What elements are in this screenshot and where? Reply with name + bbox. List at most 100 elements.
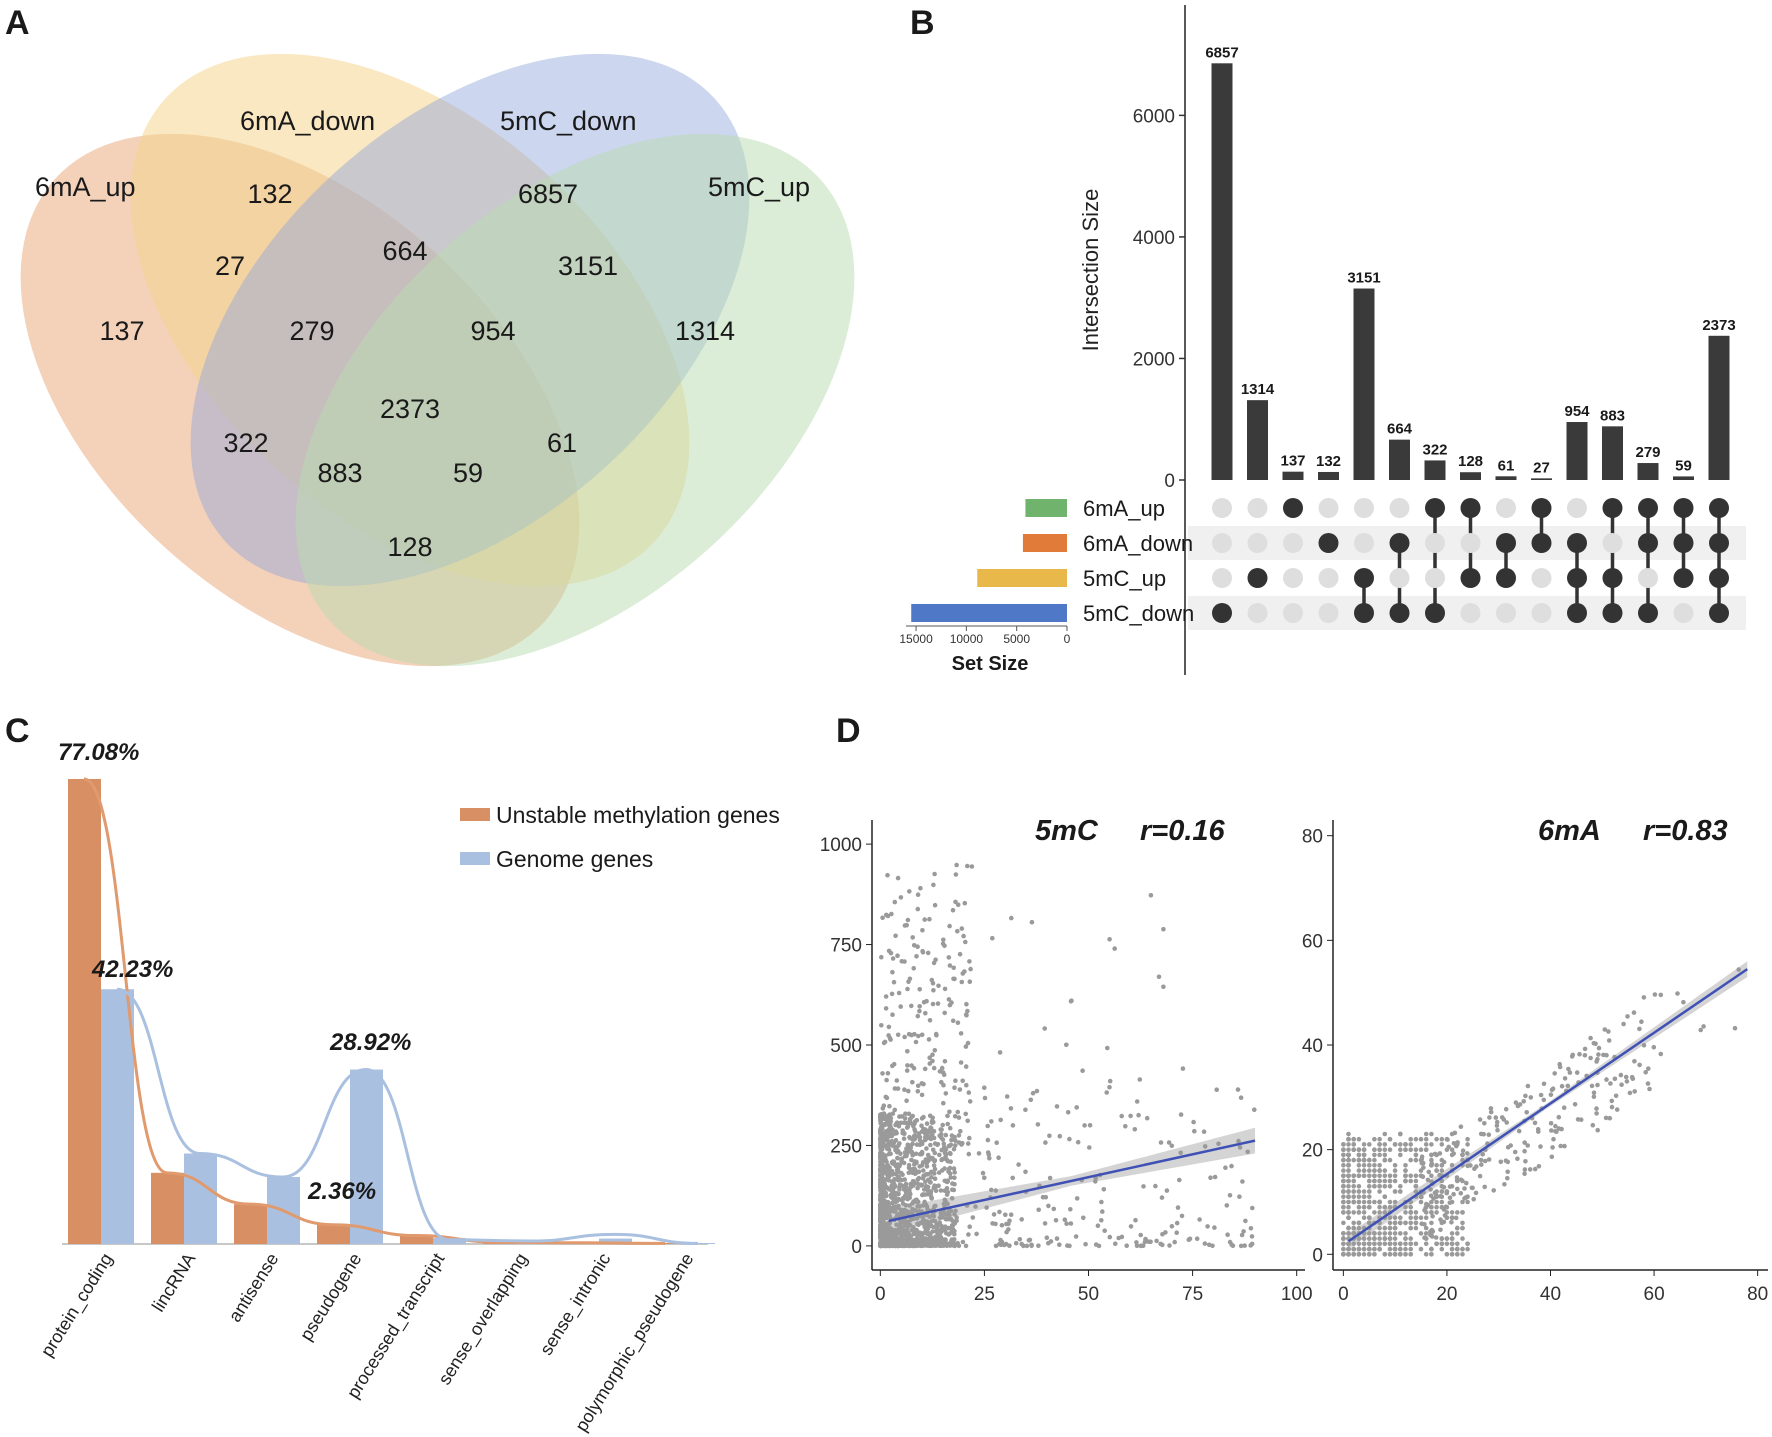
scatter-point [1567,1070,1573,1075]
scatter-point [1591,1040,1597,1046]
scatter-point [945,1121,950,1127]
scatter-point [1423,1215,1429,1220]
scatter-point [1356,1210,1362,1215]
scatter-point [969,864,975,869]
scatter-point [1445,1137,1450,1142]
scatter-point [1346,1241,1351,1247]
scatter-point [1136,1112,1141,1118]
scatter-point [879,1185,884,1191]
scatter-point [1054,1104,1060,1109]
scatter-point [943,1241,949,1247]
scatter-point [928,1243,933,1248]
scatter-point [935,1001,941,1006]
scatter-point [1392,1231,1398,1236]
scatter-point [1212,1174,1218,1180]
scatter-point [1403,1220,1408,1226]
scatter-point [1095,1223,1101,1228]
scatter-point [1377,1168,1382,1173]
scatter-point [887,1220,893,1226]
matrix-dot-empty [1247,533,1268,553]
y-tick-label: 20 [1302,1141,1323,1162]
scatter-point [910,1113,915,1119]
scatter-point [929,1175,934,1180]
scatter-point [1698,1027,1703,1033]
matrix-dot-filled [1354,603,1374,623]
matrix-dot-filled [1212,603,1232,623]
scatter-point [1641,1043,1647,1048]
scatter-point [904,1098,909,1103]
scatter-point [878,1166,883,1171]
matrix-dot-empty [1673,603,1694,623]
scatter-point [894,1149,900,1155]
scatter-point [1341,1246,1346,1252]
scatter-point [1356,1184,1362,1189]
scatter-point [1632,1059,1637,1064]
scatter-point [895,1243,900,1249]
scatter-point [885,1118,890,1124]
upset-bar-label: 279 [1635,444,1660,461]
scatter-point [903,1219,909,1224]
scatter-point [1346,1131,1351,1137]
scatter-point [1403,1204,1408,1210]
matrix-dot-filled [1531,498,1552,518]
scatter-point [942,1059,948,1064]
matrix-dot-filled [1389,533,1410,553]
scatter-point [1460,1220,1465,1226]
scatter-point [939,1223,944,1229]
scatter-point [1561,1105,1567,1110]
scatter-point [1099,1199,1104,1205]
matrix-dot-filled [1460,568,1481,588]
scatter-point [945,1113,950,1119]
matrix-dot-filled [1709,568,1729,588]
scatter-point [1621,1021,1626,1027]
panel-label-c: C [5,712,30,750]
scatter-point [930,1229,935,1234]
scatter-point [1499,1115,1505,1120]
scatter-point [1413,1136,1419,1142]
set-size-bar-5mc-up [977,569,1067,587]
scatter-point [915,1185,920,1191]
scatter-point [928,1125,933,1130]
matrix-dot-empty [1425,533,1445,553]
scatter-point [989,1187,994,1193]
scatter-point [904,922,909,928]
scatter-point [926,1154,932,1160]
scatter-point [900,1201,906,1206]
scatter-point [1240,1179,1245,1184]
scatter-point [916,1169,922,1175]
upset-y-tick-label: 6000 [1133,106,1175,127]
scatter-point [1351,1178,1356,1184]
scatter-point [1503,1158,1509,1163]
scatter-point [893,933,898,939]
bar-unstable-protein-coding [68,779,101,1244]
scatter-point [1361,1168,1367,1173]
scatter-point [903,1111,908,1116]
scatter-point [1178,1112,1184,1117]
matrix-dot-empty [1283,603,1303,623]
scatter-point [982,1095,988,1101]
scatter-point [1423,1147,1429,1152]
scatter-point [1341,1194,1346,1199]
scatter-point [894,1120,900,1126]
scatter-point [1387,1173,1393,1179]
scatter-point [1641,995,1647,1000]
scatter-point [955,1020,961,1025]
scatter-point [1174,1220,1180,1226]
scatter-point [1408,1246,1413,1252]
scatter-point [1513,1100,1519,1105]
upset-bar [1318,471,1339,480]
set-label-5mc-up: 5mC_up [1083,566,1166,591]
scatter-point [1392,1215,1398,1220]
scatter-point [1516,1128,1522,1134]
scatter-point [878,1241,883,1247]
scatter-point [882,1039,888,1045]
scatter-point [1377,1210,1382,1215]
scatter-point [917,1004,922,1009]
scatter-point [1361,1252,1367,1257]
scatter-point [1250,1205,1255,1211]
scatter-point [1252,1107,1257,1112]
upset-bar-label: 27 [1533,459,1550,476]
scatter-point [927,1018,933,1023]
venn-region-value: 3151 [558,251,618,281]
scatter-point [1443,1204,1449,1210]
